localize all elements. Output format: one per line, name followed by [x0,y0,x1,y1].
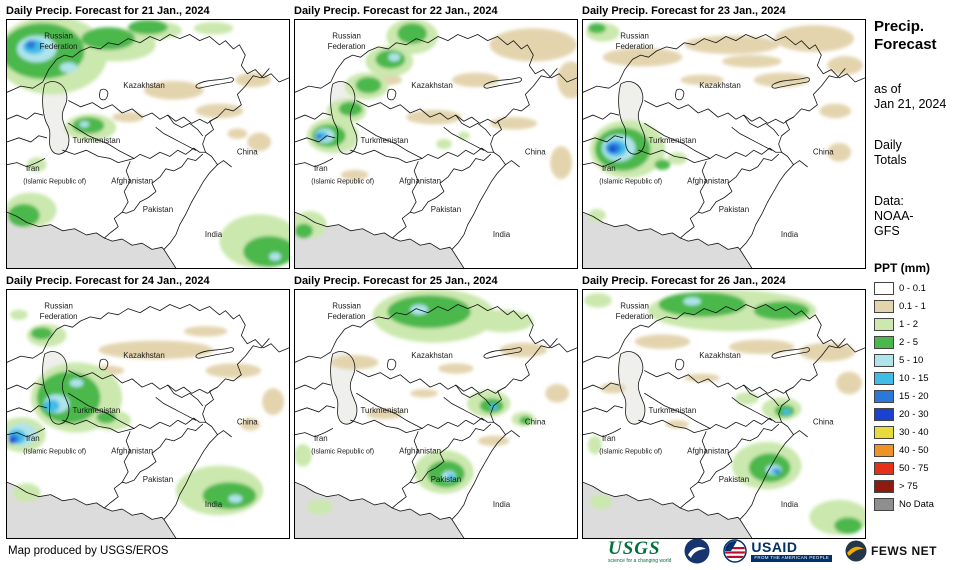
legend-item: 20 - 30 [874,405,964,423]
legend-swatch [874,317,894,331]
sidebar-title: Precip. Forecast [874,18,937,53]
legend-label: 40 - 50 [899,444,929,456]
legend-label: 0.1 - 1 [899,300,926,312]
map-24jan [6,289,290,539]
legend-item: 0.1 - 1 [874,297,964,315]
forecast-panel-24jan: Daily Precip. Forecast for 24 Jan., 2024 [6,274,290,539]
forecast-panel-22jan: Daily Precip. Forecast for 22 Jan., 2024 [294,4,578,269]
legend-swatch [874,497,894,511]
legend-swatch [874,443,894,457]
legend-swatch [874,425,894,439]
panel-title: Daily Precip. Forecast for 21 Jan., 2024 [6,5,210,17]
legend-swatch [874,371,894,385]
precip-layer-23jan [585,23,864,222]
legend-item: 50 - 75 [874,459,964,477]
legend-swatch [874,353,894,367]
legend-title: PPT (mm) [874,261,931,275]
data-source-label: Data: [874,194,904,208]
legend-label: > 75 [899,480,918,492]
legend-label: 20 - 30 [899,408,929,420]
data-source-block: Data: NOAA-GFS [874,194,964,239]
legend-swatch [874,461,894,475]
precip-legend: PPT (mm) 0 - 0.1 0.1 - 1 1 - 2 2 - 5 5 -… [874,261,964,513]
precip-layer-21jan [7,20,289,268]
usaid-seal-icon [723,539,748,563]
legend-swatch [874,281,894,295]
usaid-logo-text: USAID [751,539,798,556]
legend-item: 0 - 0.1 [874,279,964,297]
legend-item: 40 - 50 [874,441,964,459]
forecast-panel-23jan: Daily Precip. Forecast for 23 Jan., 2024 [582,4,866,269]
panel-title: Daily Precip. Forecast for 23 Jan., 2024 [582,5,786,17]
usgs-tagline: science for a changing world [608,557,672,564]
map-21jan [6,19,290,269]
forecast-panel-25jan: Daily Precip. Forecast for 25 Jan., 2024 [294,274,578,539]
legend-label: 2 - 5 [899,336,919,348]
map-23jan [582,19,866,269]
legend-swatch [874,479,894,493]
daily-totals-label: Daily Totals [874,138,907,167]
usaid-text-block: USAID FROM THE AMERICAN PEOPLE [751,539,833,562]
noaa-logo-icon [684,538,710,564]
forecast-panel-26jan: Daily Precip. Forecast for 26 Jan., 2024 [582,274,866,539]
legend-item: No Data [874,495,964,513]
panel-title: Daily Precip. Forecast for 22 Jan., 2024 [294,5,498,17]
fewsnet-logo: FEWS NET [845,540,937,562]
usaid-tagline: FROM THE AMERICAN PEOPLE [751,555,833,562]
precip-layer-22jan [295,20,577,239]
legend-label: No Data [899,498,934,510]
map-25jan [294,289,578,539]
logo-row: USGS science for a changing world USAID … [608,535,937,567]
usgs-logo-text: USGS [608,537,661,559]
fewsnet-globe-icon [845,540,867,562]
as-of-date: Jan 21, 2024 [874,97,947,111]
legend-swatch [874,407,894,421]
as-of-label: as of [874,82,902,96]
info-sidebar: Precip. Forecast as of Jan 21, 2024 Dail… [874,0,964,513]
usgs-logo: USGS science for a changing world [608,539,671,564]
map-credit: Map produced by USGS/EROS [8,545,169,557]
legend-item: 30 - 40 [874,423,964,441]
legend-label: 5 - 10 [899,354,924,366]
legend-item: 1 - 2 [874,315,964,333]
legend-label: 10 - 15 [899,372,929,384]
legend-item: 2 - 5 [874,333,964,351]
fewsnet-logo-text: FEWS NET [871,544,938,558]
legend-label: 15 - 20 [899,390,929,402]
legend-label: 50 - 75 [899,462,929,474]
panel-title: Daily Precip. Forecast for 24 Jan., 2024 [6,275,210,287]
precip-layer-24jan [7,309,285,516]
legend-label: 0 - 0.1 [899,282,926,294]
forecast-panel-21jan: Daily Precip. Forecast for 21 Jan., 2024 [6,4,290,269]
as-of-block: as of Jan 21, 2024 [874,82,954,112]
legend-swatch [874,389,894,403]
legend-item: > 75 [874,477,964,495]
map-22jan [294,19,578,269]
map-26jan [582,289,866,539]
forecast-panel-grid: Daily Precip. Forecast for 21 Jan., 2024 [6,4,866,539]
legend-swatch [874,335,894,349]
panel-title: Daily Precip. Forecast for 26 Jan., 2024 [582,275,786,287]
legend-item: 10 - 15 [874,369,964,387]
usaid-logo: USAID FROM THE AMERICAN PEOPLE [723,539,833,563]
legend-item: 5 - 10 [874,351,964,369]
panel-title: Daily Precip. Forecast for 25 Jan., 2024 [294,275,498,287]
precip-layer-25jan [295,290,570,515]
legend-item: 15 - 20 [874,387,964,405]
legend-label: 30 - 40 [899,426,929,438]
legend-swatch [874,299,894,313]
legend-label: 1 - 2 [899,318,919,330]
data-source-value: NOAA-GFS [874,209,914,238]
